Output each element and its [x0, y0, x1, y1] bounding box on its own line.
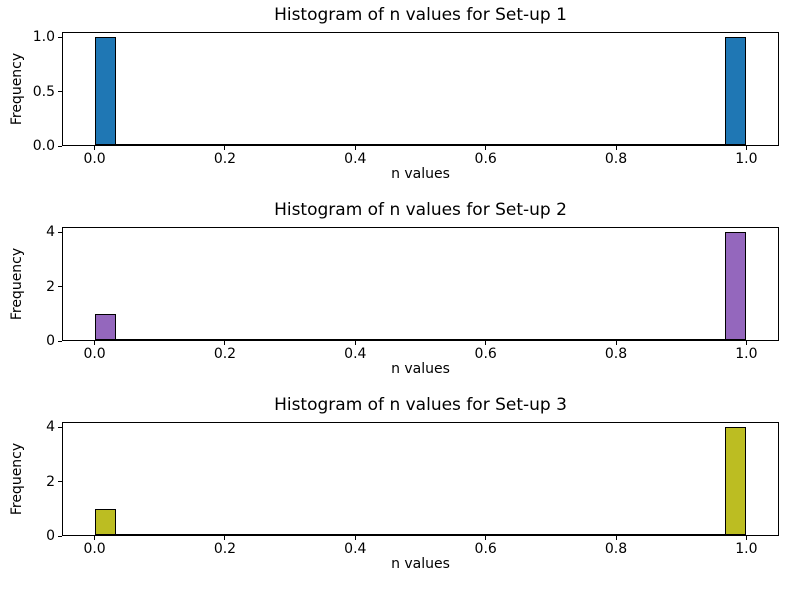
axis-baseline — [94, 144, 747, 146]
x-axis-label: n values — [391, 361, 450, 377]
x-tick — [354, 341, 356, 345]
plot-area — [62, 32, 779, 146]
y-tick-label: 0.5 — [32, 83, 55, 100]
y-tick — [58, 36, 62, 38]
x-tick — [224, 146, 226, 150]
histogram-bar — [724, 37, 747, 145]
x-tick — [615, 341, 617, 345]
histogram-bar — [94, 37, 117, 145]
x-axis-label: n values — [391, 166, 450, 182]
x-tick-label: 1.0 — [735, 541, 758, 557]
plot-area — [62, 422, 779, 536]
x-tick — [224, 341, 226, 345]
plot-area — [62, 227, 779, 341]
x-tick-label: 0.0 — [83, 346, 106, 362]
y-tick-label: 2 — [46, 473, 55, 490]
x-tick — [485, 146, 487, 150]
histogram-bar — [94, 508, 117, 535]
x-tick — [745, 536, 747, 540]
y-tick — [58, 231, 62, 233]
x-tick — [485, 536, 487, 540]
x-tick-label: 0.0 — [83, 541, 106, 557]
x-tick — [745, 146, 747, 150]
x-tick-label: 0.6 — [474, 151, 497, 167]
axis-baseline — [94, 534, 747, 536]
x-axis-label: n values — [391, 556, 450, 572]
chart-title: Histogram of n values for Set-up 1 — [274, 5, 567, 25]
x-tick-label: 0.6 — [474, 346, 497, 362]
x-tick — [745, 341, 747, 345]
y-tick — [58, 426, 62, 428]
histogram-bar — [724, 232, 747, 340]
x-tick — [354, 536, 356, 540]
y-tick-label: 1.0 — [32, 29, 55, 46]
x-tick — [94, 341, 96, 345]
x-tick-label: 0.0 — [83, 151, 106, 167]
x-tick — [94, 146, 96, 150]
x-tick — [94, 536, 96, 540]
histogram-bar — [94, 313, 117, 340]
y-tick — [58, 145, 62, 147]
x-tick-label: 0.8 — [604, 346, 628, 362]
axis-baseline — [94, 339, 747, 341]
y-tick-label: 0 — [46, 333, 55, 349]
y-tick — [58, 91, 62, 93]
x-tick — [224, 536, 226, 540]
chart-title: Histogram of n values for Set-up 3 — [274, 395, 567, 415]
y-tick — [58, 286, 62, 288]
x-tick — [354, 146, 356, 150]
y-tick-label: 4 — [46, 224, 55, 241]
y-tick — [58, 535, 62, 537]
x-tick-label: 0.2 — [213, 151, 237, 167]
y-tick-label: 0.0 — [32, 138, 55, 154]
y-tick-label: 0 — [46, 528, 55, 544]
x-tick-label: 0.6 — [474, 541, 497, 557]
x-tick-label: 0.8 — [604, 541, 628, 557]
x-tick-label: 0.2 — [213, 541, 237, 557]
x-tick-label: 0.4 — [344, 541, 367, 557]
y-tick — [58, 481, 62, 483]
y-tick — [58, 340, 62, 342]
x-tick-label: 0.4 — [344, 346, 367, 362]
y-tick-label: 4 — [46, 419, 55, 436]
x-tick — [485, 341, 487, 345]
x-tick — [615, 536, 617, 540]
chart-title: Histogram of n values for Set-up 2 — [274, 200, 567, 220]
histogram-bar — [724, 427, 747, 535]
x-tick-label: 0.4 — [344, 151, 367, 167]
y-tick-label: 2 — [46, 278, 55, 295]
x-tick-label: 0.2 — [213, 346, 237, 362]
x-tick-label: 1.0 — [735, 346, 758, 362]
x-tick-label: 0.8 — [604, 151, 628, 167]
x-tick-label: 1.0 — [735, 151, 758, 167]
x-tick — [615, 146, 617, 150]
